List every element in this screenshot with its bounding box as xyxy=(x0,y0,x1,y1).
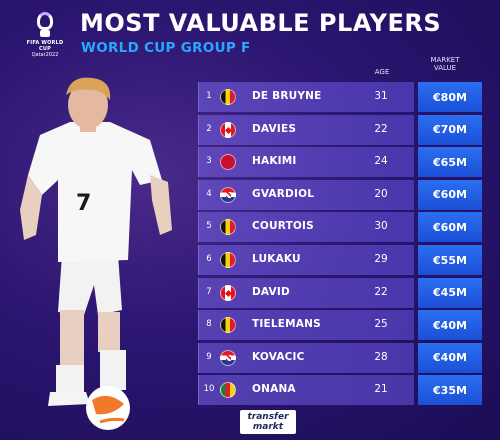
table-row: 3 HAKIMI 24 €65M xyxy=(198,147,482,178)
brand-line1: transfer xyxy=(247,412,289,422)
player-name: COURTOIS xyxy=(252,220,314,233)
player-rank: 5 xyxy=(206,221,212,232)
column-header-age: AGE xyxy=(374,68,390,76)
player-age: 25 xyxy=(374,318,388,331)
player-name: DAVID xyxy=(252,285,290,298)
player-name: DE BRUYNE xyxy=(252,90,322,102)
player-name: ONANA xyxy=(252,383,296,396)
player-age: 29 xyxy=(374,253,388,265)
player-market-value: €35M xyxy=(418,375,482,406)
column-header-market-value: MARKET VALUE xyxy=(420,56,470,72)
table-row: 5 COURTOIS 30 €60M xyxy=(198,212,482,243)
player-age: 22 xyxy=(374,285,388,298)
player-rank: 3 xyxy=(206,156,212,167)
player-rank: 7 xyxy=(206,286,212,297)
player-name: TIELEMANS xyxy=(252,318,321,331)
belgium-flag-icon xyxy=(220,89,236,105)
croatia-flag-icon xyxy=(220,349,236,366)
logo-line2: Qatar2022 xyxy=(31,52,59,58)
trophy-icon xyxy=(37,12,53,38)
morocco-flag-icon xyxy=(220,154,236,171)
player-rank: 8 xyxy=(206,319,212,330)
player-rank: 10 xyxy=(203,384,215,395)
player-age: 24 xyxy=(374,155,388,168)
player-market-value: €60M xyxy=(418,179,482,210)
player-rank: 6 xyxy=(206,254,212,264)
player-name: DAVIES xyxy=(252,122,297,135)
player-age: 20 xyxy=(374,187,388,200)
player-age: 21 xyxy=(374,383,388,396)
page-subtitle: WORLD CUP GROUP F xyxy=(81,40,251,56)
table-row: 2 DAVIES 22 €70M xyxy=(198,114,482,145)
market-value-line1: MARKET xyxy=(430,56,460,64)
player-market-value: €40M xyxy=(418,342,482,373)
player-name: HAKIMI xyxy=(252,155,297,168)
belgium-flag-icon xyxy=(220,317,236,334)
table-row: 6 LUKAKU 29 €55M xyxy=(198,245,482,275)
player-market-value: €45M xyxy=(418,277,482,308)
player-rank: 4 xyxy=(206,188,212,199)
belgium-flag-icon xyxy=(220,252,236,268)
player-market-value: €40M xyxy=(418,310,482,341)
table-row: 10 ONANA 21 €35M xyxy=(198,375,482,406)
transfermarkt-logo: transfer markt xyxy=(240,410,296,434)
player-age: 28 xyxy=(374,350,388,363)
player-illustration: 7 xyxy=(20,77,172,430)
player-market-value: €60M xyxy=(418,212,482,243)
player-name: GVARDIOL xyxy=(252,187,315,200)
player-rank: 9 xyxy=(206,351,212,362)
player-market-value: €55M xyxy=(418,245,482,275)
page-title: MOST VALUABLE PLAYERS xyxy=(80,9,442,37)
player-rank: 1 xyxy=(206,91,212,101)
market-value-line2: VALUE xyxy=(433,64,457,72)
brand-line2: markt xyxy=(252,422,284,432)
table-row: 9 KOVACIC 28 €40M xyxy=(198,342,482,373)
table-row: 7 DAVID 22 €45M xyxy=(198,277,482,308)
logo-line1: FIFA WORLD CUP xyxy=(26,40,64,52)
player-market-value: €80M xyxy=(418,82,482,112)
player-age: 31 xyxy=(374,90,388,102)
croatia-flag-icon xyxy=(220,186,236,203)
world-cup-logo: FIFA WORLD CUP Qatar2022 xyxy=(22,12,68,62)
player-market-value: €65M xyxy=(418,147,482,178)
table-row: 8 TIELEMANS 25 €40M xyxy=(198,310,482,341)
player-age: 22 xyxy=(374,122,388,135)
player-name: KOVACIC xyxy=(252,350,305,363)
player-name: LUKAKU xyxy=(252,253,301,265)
player-age: 30 xyxy=(374,220,388,233)
cameroon-flag-icon xyxy=(220,382,236,399)
belgium-flag-icon xyxy=(220,219,236,236)
player-rank: 2 xyxy=(206,123,212,134)
canada-flag-icon xyxy=(220,121,236,138)
table-row: 4 GVARDIOL 20 €60M xyxy=(198,179,482,210)
table-row: 1 DE BRUYNE 31 €80M xyxy=(198,82,482,112)
canada-flag-icon xyxy=(220,284,236,301)
shirt-number: 7 xyxy=(76,191,91,216)
player-market-value: €70M xyxy=(418,114,482,145)
